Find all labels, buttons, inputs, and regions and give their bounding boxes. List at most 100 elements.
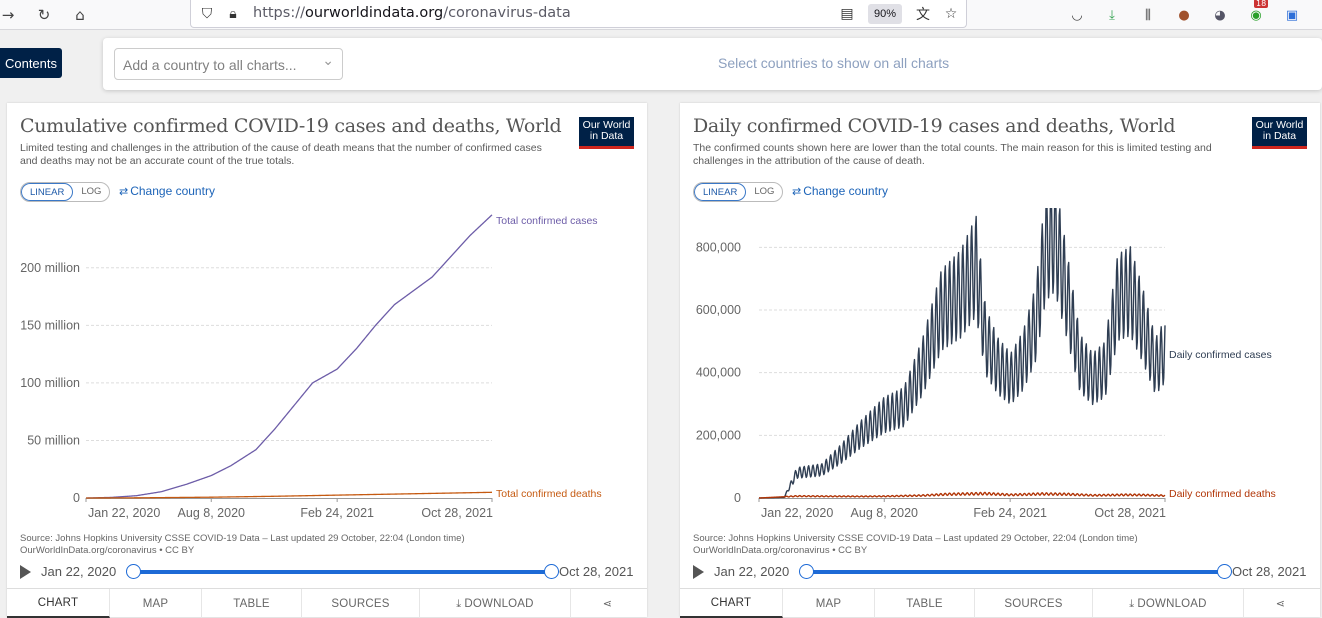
timeline-start-date: Jan 22, 2020 [41, 564, 117, 579]
cumulative-chart-panel: Cumulative confirmed COVID-19 cases and … [7, 103, 647, 618]
tab-share[interactable]: ⋖ [571, 589, 647, 618]
source-line-2: OurWorldInData.org/coronavirus • CC BY [693, 544, 868, 556]
chart-subtitle: Limited testing and challenges in the at… [20, 142, 542, 167]
swap-icon: ⇄ [792, 185, 802, 198]
extension-badge-icon[interactable]: ◉ 18 [1250, 0, 1269, 23]
linear-scale-button[interactable]: LINEAR [694, 183, 747, 201]
tab-sources[interactable]: SOURCES [975, 589, 1093, 618]
timeline-start-handle[interactable] [799, 564, 814, 579]
timeline-track[interactable] [806, 570, 1224, 574]
timeline: Jan 22, 2020 Oct 28, 2021 [20, 562, 640, 582]
chart-title: Daily confirmed COVID-19 cases and death… [693, 115, 1176, 137]
tab-map[interactable]: MAP [110, 589, 202, 618]
timeline-end-handle[interactable] [544, 564, 559, 579]
chart-source: Source: Johns Hopkins University CSSE CO… [20, 533, 465, 556]
tab-share[interactable]: ⋖ [1244, 589, 1320, 618]
series-line[interactable] [85, 214, 493, 499]
series-label[interactable]: Daily confirmed deaths [1169, 488, 1276, 500]
y-tick-label: 400,000 [696, 366, 741, 380]
shield-icon[interactable]: ⛉ [201, 6, 213, 22]
change-country-link[interactable]: ⇄ Change country [792, 184, 888, 198]
tab-sources[interactable]: SOURCES [302, 589, 420, 618]
tab-chart[interactable]: CHART [680, 589, 783, 618]
chart-tabs: CHART MAP TABLE SOURCES ⤓ DOWNLOAD ⋖ [680, 588, 1320, 618]
log-scale-button[interactable]: LOG [81, 186, 102, 197]
share-icon: ⋖ [602, 597, 613, 610]
library-icon[interactable]: ⫼ [1145, 7, 1151, 23]
daily-line-chart[interactable]: 0 200,000 400,000 600,000 800,000 Jan 22, 202… [680, 208, 1320, 528]
series-label[interactable]: Daily confirmed cases [1169, 349, 1272, 361]
daily-chart-panel: Daily confirmed COVID-19 cases and death… [680, 103, 1320, 618]
x-tick-label: Oct 28, 2021 [421, 506, 493, 520]
logo-line-1: Our World [1255, 119, 1304, 131]
download-icon[interactable]: ⤓ [1109, 7, 1115, 23]
y-tick-label: 0 [734, 491, 741, 505]
cookie-extension-icon[interactable]: ● [1178, 7, 1190, 23]
bookmark-star-icon[interactable]: ☆ [944, 6, 958, 22]
tab-map[interactable]: MAP [783, 589, 875, 618]
y-tick-label: 200 million [20, 261, 80, 275]
chart-tabs: CHART MAP TABLE SOURCES ⤓ DOWNLOAD ⋖ [7, 588, 647, 618]
forward-icon[interactable]: → [1, 6, 15, 24]
timeline-end-handle[interactable] [1217, 564, 1232, 579]
chevron-down-icon[interactable]: ⌄ [322, 53, 334, 69]
play-icon[interactable] [693, 565, 704, 579]
x-tick-label: Feb 24, 2021 [300, 506, 374, 520]
play-icon[interactable] [20, 565, 31, 579]
scale-toggle: LINEAR LOG [20, 182, 111, 202]
tab-download-label: DOWNLOAD [1137, 597, 1207, 610]
tab-download[interactable]: ⤓ DOWNLOAD [420, 589, 571, 618]
x-tick-label: Aug 8, 2020 [851, 506, 918, 520]
series-line[interactable] [758, 208, 1166, 499]
series-label[interactable]: Total confirmed deaths [496, 488, 602, 500]
reader-view-icon[interactable]: ▤ [840, 6, 854, 22]
timeline-start-handle[interactable] [126, 564, 141, 579]
tab-download[interactable]: ⤓ DOWNLOAD [1093, 589, 1244, 618]
timeline-start-date: Jan 22, 2020 [714, 564, 790, 579]
raccoon-extension-icon[interactable]: ◕ [1214, 7, 1226, 23]
url-text[interactable]: https://ourworldindata.org/coronavirus-d… [253, 5, 571, 21]
download-icon: ⤓ [456, 596, 462, 610]
timeline: Jan 22, 2020 Oct 28, 2021 [693, 562, 1313, 582]
log-scale-button[interactable]: LOG [754, 186, 775, 197]
owid-logo[interactable]: Our World in Data [579, 117, 634, 149]
series-label[interactable]: Total confirmed cases [496, 215, 598, 227]
logo-line-2: in Data [1262, 130, 1297, 142]
lock-icon[interactable]: 🔒︎ [229, 6, 237, 22]
url-bar[interactable]: ⛉ 🔒︎ https://ourworldindata.org/coronavi… [190, 0, 967, 28]
translate-icon[interactable]: 文 [916, 7, 930, 23]
country-select[interactable]: Add a country to all charts... ⌄ [114, 48, 343, 80]
series-line[interactable] [758, 491, 1166, 499]
y-tick-label: 800,000 [696, 240, 741, 254]
x-tick-label: Oct 28, 2021 [1094, 506, 1166, 520]
swap-icon: ⇄ [119, 185, 129, 198]
tab-table[interactable]: TABLE [875, 589, 975, 618]
country-hint: Select countries to show on all charts [718, 55, 950, 71]
cumulative-line-chart[interactable]: 0 50 million 100 million 150 million 200 mil… [7, 208, 647, 528]
y-tick-label: 200,000 [696, 428, 741, 442]
timeline-track[interactable] [133, 570, 551, 574]
country-selector-bar: Add a country to all charts... ⌄ Select … [103, 38, 1322, 90]
tab-download-label: DOWNLOAD [464, 597, 534, 610]
series-line[interactable] [85, 491, 493, 499]
tab-chart[interactable]: CHART [7, 589, 110, 618]
logo-line-1: Our World [582, 119, 631, 131]
x-tick-label: Feb 24, 2021 [973, 506, 1047, 520]
x-tick-label: Aug 8, 2020 [178, 506, 245, 520]
linear-scale-button[interactable]: LINEAR [21, 183, 74, 201]
logo-line-2: in Data [589, 130, 624, 142]
chart-title: Cumulative confirmed COVID-19 cases and … [20, 115, 562, 137]
owid-logo[interactable]: Our World in Data [1252, 117, 1307, 149]
contents-button[interactable]: Contents [0, 48, 62, 78]
x-tick-label: Jan 22, 2020 [761, 506, 833, 520]
change-country-link[interactable]: ⇄ Change country [119, 184, 215, 198]
reload-icon[interactable]: ↻ [37, 6, 51, 24]
timeline-end-date: Oct 28, 2021 [1232, 564, 1307, 579]
translate-extension-icon[interactable]: ▣ [1285, 7, 1299, 23]
pocket-icon[interactable]: ◡ [1071, 7, 1083, 23]
tab-table[interactable]: TABLE [202, 589, 302, 618]
scale-toggle: LINEAR LOG [693, 182, 784, 202]
zoom-level[interactable]: 90% [868, 4, 902, 24]
change-country-label: Change country [130, 184, 215, 198]
home-icon[interactable]: ⌂ [75, 6, 85, 24]
